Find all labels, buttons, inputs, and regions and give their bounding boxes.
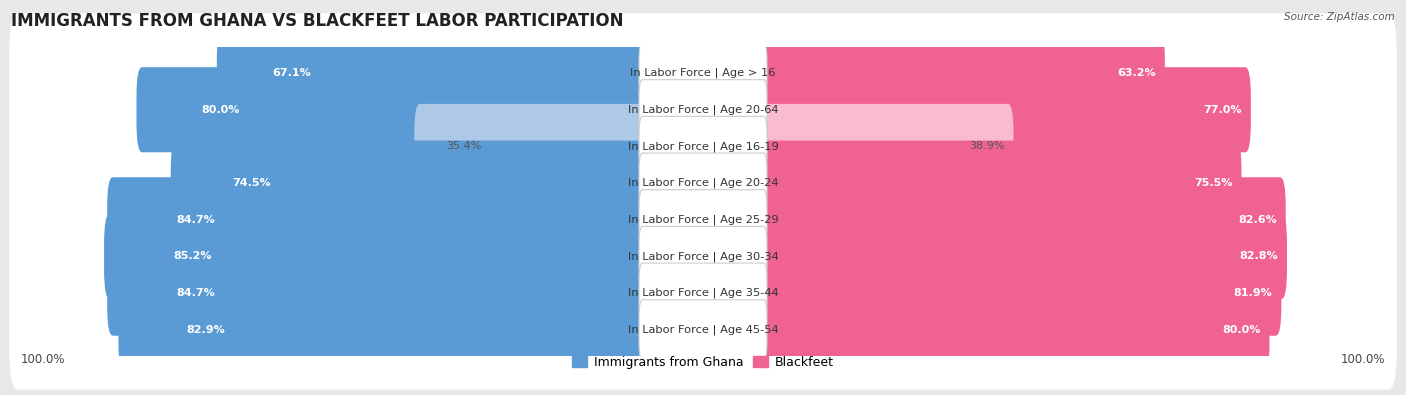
FancyBboxPatch shape [761,177,1285,262]
Text: 82.8%: 82.8% [1239,252,1278,261]
FancyBboxPatch shape [104,214,645,299]
FancyBboxPatch shape [761,250,1281,336]
FancyBboxPatch shape [107,250,645,336]
Text: In Labor Force | Age > 16: In Labor Force | Age > 16 [630,68,776,78]
Text: In Labor Force | Age 35-44: In Labor Force | Age 35-44 [627,288,779,298]
FancyBboxPatch shape [761,104,1014,189]
FancyBboxPatch shape [638,117,768,177]
Text: IMMIGRANTS FROM GHANA VS BLACKFEET LABOR PARTICIPATION: IMMIGRANTS FROM GHANA VS BLACKFEET LABOR… [11,12,624,30]
FancyBboxPatch shape [761,141,1241,226]
FancyBboxPatch shape [170,141,645,226]
FancyBboxPatch shape [761,214,1286,299]
FancyBboxPatch shape [638,226,768,286]
FancyBboxPatch shape [638,190,768,250]
FancyBboxPatch shape [8,197,1398,316]
Text: 77.0%: 77.0% [1204,105,1241,115]
Text: 80.0%: 80.0% [1222,325,1260,335]
FancyBboxPatch shape [415,104,645,189]
Text: 74.5%: 74.5% [232,178,270,188]
FancyBboxPatch shape [8,13,1398,133]
FancyBboxPatch shape [638,153,768,213]
Legend: Immigrants from Ghana, Blackfeet: Immigrants from Ghana, Blackfeet [568,351,838,374]
Text: 82.9%: 82.9% [186,325,225,335]
Text: In Labor Force | Age 45-54: In Labor Force | Age 45-54 [627,325,779,335]
FancyBboxPatch shape [638,300,768,360]
Text: 84.7%: 84.7% [176,215,215,225]
Text: 85.2%: 85.2% [173,252,212,261]
FancyBboxPatch shape [8,87,1398,206]
FancyBboxPatch shape [136,67,645,152]
Text: 81.9%: 81.9% [1233,288,1272,298]
FancyBboxPatch shape [638,43,768,103]
FancyBboxPatch shape [8,160,1398,280]
Text: In Labor Force | Age 30-34: In Labor Force | Age 30-34 [627,251,779,262]
Text: In Labor Force | Age 25-29: In Labor Force | Age 25-29 [627,214,779,225]
Text: 75.5%: 75.5% [1194,178,1233,188]
FancyBboxPatch shape [8,270,1398,389]
Text: 67.1%: 67.1% [273,68,311,78]
FancyBboxPatch shape [638,263,768,323]
Text: 100.0%: 100.0% [1340,353,1385,365]
FancyBboxPatch shape [107,177,645,262]
Text: 100.0%: 100.0% [21,353,66,365]
FancyBboxPatch shape [761,287,1270,372]
FancyBboxPatch shape [8,123,1398,243]
FancyBboxPatch shape [8,233,1398,353]
Text: Source: ZipAtlas.com: Source: ZipAtlas.com [1284,12,1395,22]
FancyBboxPatch shape [118,287,645,372]
Text: 63.2%: 63.2% [1118,68,1156,78]
Text: In Labor Force | Age 20-64: In Labor Force | Age 20-64 [627,105,779,115]
Text: 84.7%: 84.7% [176,288,215,298]
FancyBboxPatch shape [638,80,768,140]
FancyBboxPatch shape [761,30,1166,116]
FancyBboxPatch shape [8,50,1398,169]
Text: In Labor Force | Age 16-19: In Labor Force | Age 16-19 [627,141,779,152]
Text: 82.6%: 82.6% [1237,215,1277,225]
FancyBboxPatch shape [217,30,645,116]
Text: In Labor Force | Age 20-24: In Labor Force | Age 20-24 [627,178,779,188]
Text: 80.0%: 80.0% [202,105,240,115]
Text: 35.4%: 35.4% [446,141,482,151]
Text: 38.9%: 38.9% [969,141,1004,151]
FancyBboxPatch shape [761,67,1251,152]
